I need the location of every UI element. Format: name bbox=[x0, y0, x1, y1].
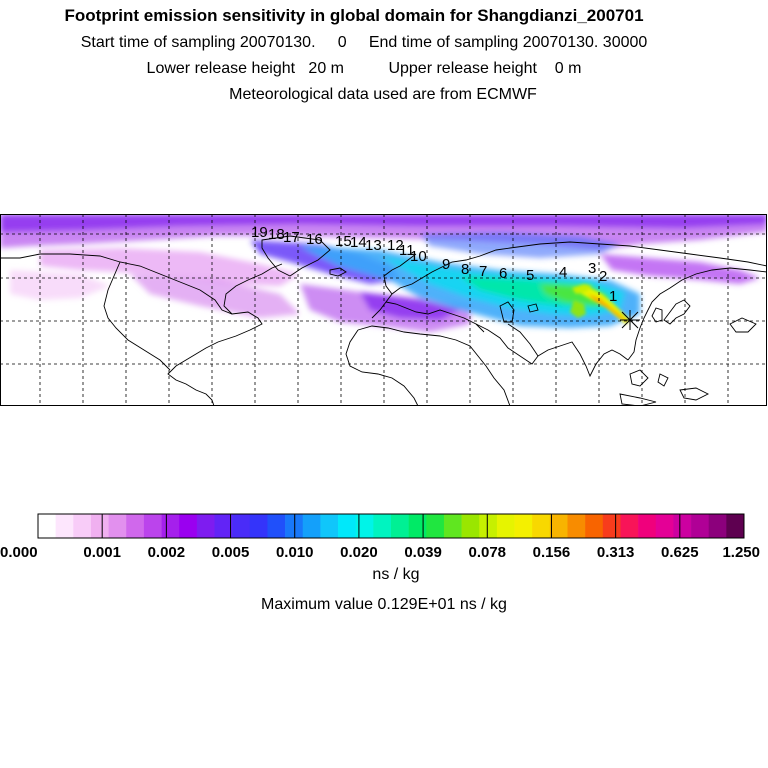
trajectory-label-14: 14 bbox=[350, 234, 367, 251]
trajectory-label-17: 17 bbox=[283, 229, 300, 246]
colorbar-tick-label: 0.625 bbox=[661, 544, 699, 560]
colorbar-frame bbox=[37, 513, 745, 539]
colorbar-cell bbox=[249, 514, 268, 538]
colorbar-unit: ns / kg bbox=[372, 566, 420, 583]
trajectory-label-12: 12 bbox=[387, 237, 404, 254]
colorbar-cell bbox=[443, 514, 462, 538]
colorbar-cell bbox=[726, 514, 745, 538]
sensitivity-core bbox=[570, 284, 630, 324]
colorbar-tick-label: 1.250 bbox=[722, 544, 760, 560]
trajectory-label-4: 4 bbox=[559, 264, 567, 281]
colorbar-cell bbox=[461, 514, 480, 538]
colorbar-cell bbox=[620, 514, 639, 538]
colorbar-tick-label: 0.005 bbox=[212, 544, 250, 560]
colorbar-tick-labels: 0.000 0.001 0.002 0.005 0.010 0.020 0.039 0.078… bbox=[0, 544, 760, 560]
colorbar-cell bbox=[691, 514, 709, 538]
trajectory-label-3: 3 bbox=[588, 260, 596, 277]
colorbar-cell bbox=[655, 514, 674, 538]
colorbar-cell bbox=[267, 514, 286, 538]
trajectory-label-13: 13 bbox=[365, 237, 382, 254]
colorbar-tick-label: 0.001 bbox=[83, 544, 121, 560]
colorbar-cell bbox=[73, 514, 92, 538]
colorbar-cell bbox=[338, 514, 356, 538]
footprint-map: 1 2 3 4 5 6 7 8 9 10 11 12 13 14 15 16 1… bbox=[0, 214, 767, 406]
colorbar-cell bbox=[673, 514, 692, 538]
met-data-line: Meteorological data used are from ECMWF bbox=[229, 86, 537, 103]
colorbar-cell bbox=[708, 514, 727, 538]
colorbar: 0.000 0.001 0.002 0.005 0.010 0.020 0.039 0.078… bbox=[0, 513, 760, 560]
trajectory-label-9: 9 bbox=[442, 256, 450, 273]
colorbar-cell bbox=[408, 514, 427, 538]
colorbar-tick-label: 0.156 bbox=[533, 544, 571, 560]
colorbar-cell bbox=[90, 514, 109, 538]
trajectory-label-5: 5 bbox=[526, 267, 534, 284]
colorbar-cell bbox=[143, 514, 162, 538]
trajectory-label-8: 8 bbox=[461, 261, 469, 278]
colorbar-tick-label: 0.002 bbox=[148, 544, 186, 560]
colorbar-tick-label: 0.020 bbox=[340, 544, 378, 560]
map-title: Footprint emission sensitivity in global… bbox=[64, 6, 644, 25]
colorbar-cell bbox=[126, 514, 145, 538]
trajectory-labels: 1 2 3 4 5 6 7 8 9 10 11 12 13 14 15 16 1… bbox=[251, 224, 617, 305]
trajectory-label-11: 11 bbox=[399, 242, 415, 259]
trajectory-label-18: 18 bbox=[268, 226, 285, 243]
sampling-time-line: Start time of sampling 20070130. 0 End t… bbox=[80, 34, 648, 51]
trajectory-label-15: 15 bbox=[335, 233, 352, 250]
colorbar-cell bbox=[638, 514, 657, 538]
colorbar-cell bbox=[320, 514, 339, 538]
colorbar-tick-label: 0.010 bbox=[276, 544, 314, 560]
colorbar-cell bbox=[373, 514, 392, 538]
colorbar-cell bbox=[232, 514, 251, 538]
trajectory-label-16: 16 bbox=[306, 231, 323, 248]
colorbar-tick-label: 0.000 bbox=[0, 544, 38, 560]
colorbar-cell bbox=[602, 514, 621, 538]
trajectory-label-10: 10 bbox=[410, 248, 427, 265]
colorbar-cell bbox=[302, 514, 321, 538]
colorbar-cell bbox=[567, 514, 586, 538]
colorbar-cell bbox=[391, 514, 409, 538]
colorbar-cell bbox=[108, 514, 127, 538]
colorbar-cells bbox=[37, 513, 745, 539]
colorbar-cell bbox=[55, 514, 74, 538]
colorbar-cell bbox=[549, 514, 568, 538]
colorbar-cell bbox=[285, 514, 304, 538]
colorbar-cell bbox=[585, 514, 604, 538]
trajectory-label-2: 2 bbox=[599, 268, 607, 285]
colorbar-cell bbox=[179, 514, 198, 538]
colorbar-cell bbox=[514, 514, 533, 538]
map-frame bbox=[0, 214, 767, 406]
colorbar-cell bbox=[479, 514, 498, 538]
colorbar-tick-label: 0.078 bbox=[468, 544, 506, 560]
colorbar-cell bbox=[214, 514, 233, 538]
trajectory-label-1: 1 bbox=[609, 288, 617, 305]
colorbar-cell bbox=[532, 514, 551, 538]
colorbar-cell bbox=[426, 514, 445, 538]
graticule bbox=[0, 214, 767, 406]
maximum-value-label: Maximum value 0.129E+01 ns / kg bbox=[261, 596, 507, 613]
colorbar-cell bbox=[196, 514, 215, 538]
colorbar-tick-label: 0.039 bbox=[404, 544, 442, 560]
colorbar-cell bbox=[161, 514, 180, 538]
release-height-line: Lower release height 20 m Upper release … bbox=[146, 60, 582, 77]
colorbar-cell bbox=[38, 514, 56, 538]
trajectory-label-6: 6 bbox=[499, 265, 507, 282]
colorbar-tick-label: 0.313 bbox=[597, 544, 635, 560]
trajectory-label-19: 19 bbox=[251, 224, 268, 241]
trajectory-label-7: 7 bbox=[479, 263, 487, 280]
colorbar-cell bbox=[496, 514, 515, 538]
receptor-marker-icon bbox=[620, 310, 640, 330]
colorbar-cell bbox=[355, 514, 374, 538]
